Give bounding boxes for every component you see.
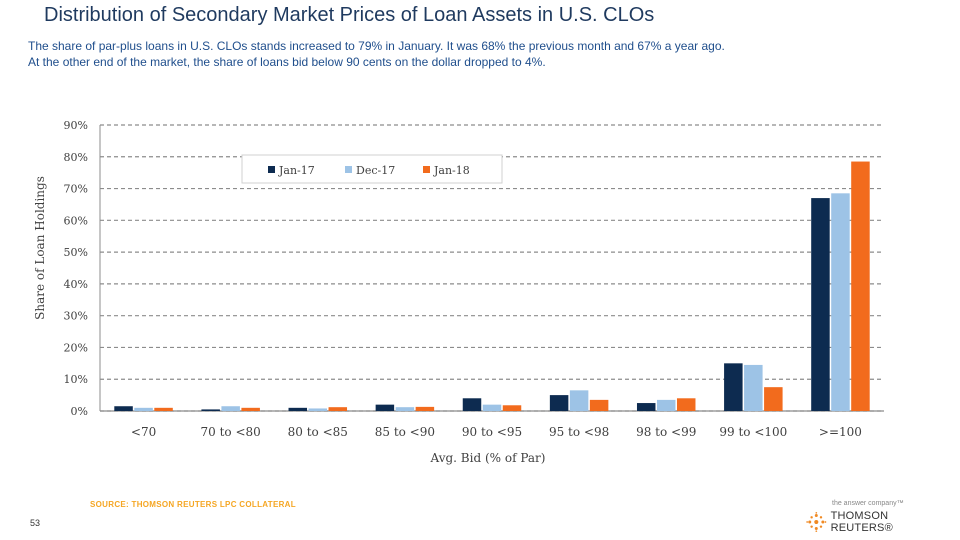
x-axis-title: Avg. Bid (% of Par) [430, 451, 546, 465]
x-tick-label: 90 to <95 [462, 425, 522, 439]
bar-jan-18 [676, 398, 696, 411]
bar-jan-18 [328, 407, 348, 411]
y-axis-title: Share of Loan Holdings [33, 176, 47, 320]
y-tick-label: 0% [71, 405, 88, 418]
bar-jan-17 [201, 409, 220, 411]
x-tick-label: <70 [131, 425, 156, 439]
thomson-reuters-logo-icon [806, 511, 827, 533]
bar-jan-17 [375, 404, 395, 411]
bar-jan-17 [811, 198, 830, 411]
y-tick-label: 60% [64, 214, 88, 227]
legend-box [241, 154, 503, 184]
bar-dec-17 [744, 364, 763, 411]
bar-dec-17 [221, 406, 240, 411]
axis-labels: 0% 10% 20% 30% 40% 50% 60% 70% 80% 90% <70 70 to <8… [33, 119, 862, 465]
bar-jan-18 [415, 406, 435, 411]
bar-jan-17 [462, 398, 482, 411]
bar-jan-18 [154, 407, 173, 411]
legend-label: Jan-17 [278, 164, 315, 177]
y-tick-label: 80% [64, 151, 88, 164]
legend-label: Dec-17 [356, 164, 395, 177]
y-tick-label: 90% [64, 119, 88, 132]
legend-swatch [268, 166, 275, 173]
bar-dec-17 [308, 408, 328, 411]
bars [114, 161, 870, 411]
legend-swatch [423, 166, 430, 173]
source-note: SOURCE: THOMSON REUTERS LPC COLLATERAL [90, 500, 296, 509]
bar-jan-18 [502, 405, 522, 411]
y-tick-label: 30% [64, 310, 88, 323]
subtitle-line-2: At the other end of the market, the shar… [28, 55, 546, 69]
bar-dec-17 [656, 399, 676, 411]
x-tick-label: 99 to <100 [719, 425, 787, 439]
bar-dec-17 [482, 404, 502, 411]
bar-jan-17 [114, 406, 133, 411]
y-tick-label: 20% [64, 341, 88, 354]
brand-block: the answer company™ THOMSON REUTERS® [806, 500, 946, 534]
bar-dec-17 [395, 407, 415, 411]
subtitle-line-1: The share of par-plus loans in U.S. CLOs… [28, 39, 725, 53]
bar-jan-17 [724, 363, 743, 411]
x-tick-label: 70 to <80 [201, 425, 261, 439]
bar-jan-18 [851, 161, 870, 411]
brand-tagline: the answer company™ [832, 500, 904, 507]
x-tick-label: 85 to <90 [375, 425, 435, 439]
chart-legend: Jan-17 Dec-17 Jan-18 [241, 154, 503, 184]
x-tick-label: 98 to <99 [636, 425, 696, 439]
bar-jan-17 [288, 407, 308, 411]
legend-swatch [345, 166, 352, 173]
bar-dec-17 [134, 407, 153, 411]
y-tick-label: 70% [64, 183, 88, 196]
bar-jan-18 [589, 399, 609, 411]
page-title: Distribution of Secondary Market Prices … [44, 4, 655, 26]
bar-dec-17 [569, 390, 589, 411]
bar-jan-17 [549, 395, 569, 411]
y-tick-label: 50% [64, 246, 88, 259]
bar-jan-17 [636, 403, 656, 411]
x-tick-label: 80 to <85 [288, 425, 348, 439]
legend-label: Jan-18 [433, 164, 470, 177]
y-tick-label: 10% [64, 373, 88, 386]
page-number: 53 [30, 518, 41, 528]
brand-row: THOMSON REUTERS® [806, 510, 946, 534]
y-tick-label: 40% [64, 278, 88, 291]
bar-dec-17 [831, 193, 850, 411]
bar-jan-18 [241, 407, 260, 411]
brand-name: THOMSON REUTERS® [830, 510, 893, 534]
x-tick-label: 95 to <98 [549, 425, 609, 439]
bar-jan-18 [764, 387, 783, 411]
x-tick-label: >=100 [819, 425, 862, 439]
subtitle: The share of par-plus loans in U.S. CLOs… [28, 38, 928, 70]
